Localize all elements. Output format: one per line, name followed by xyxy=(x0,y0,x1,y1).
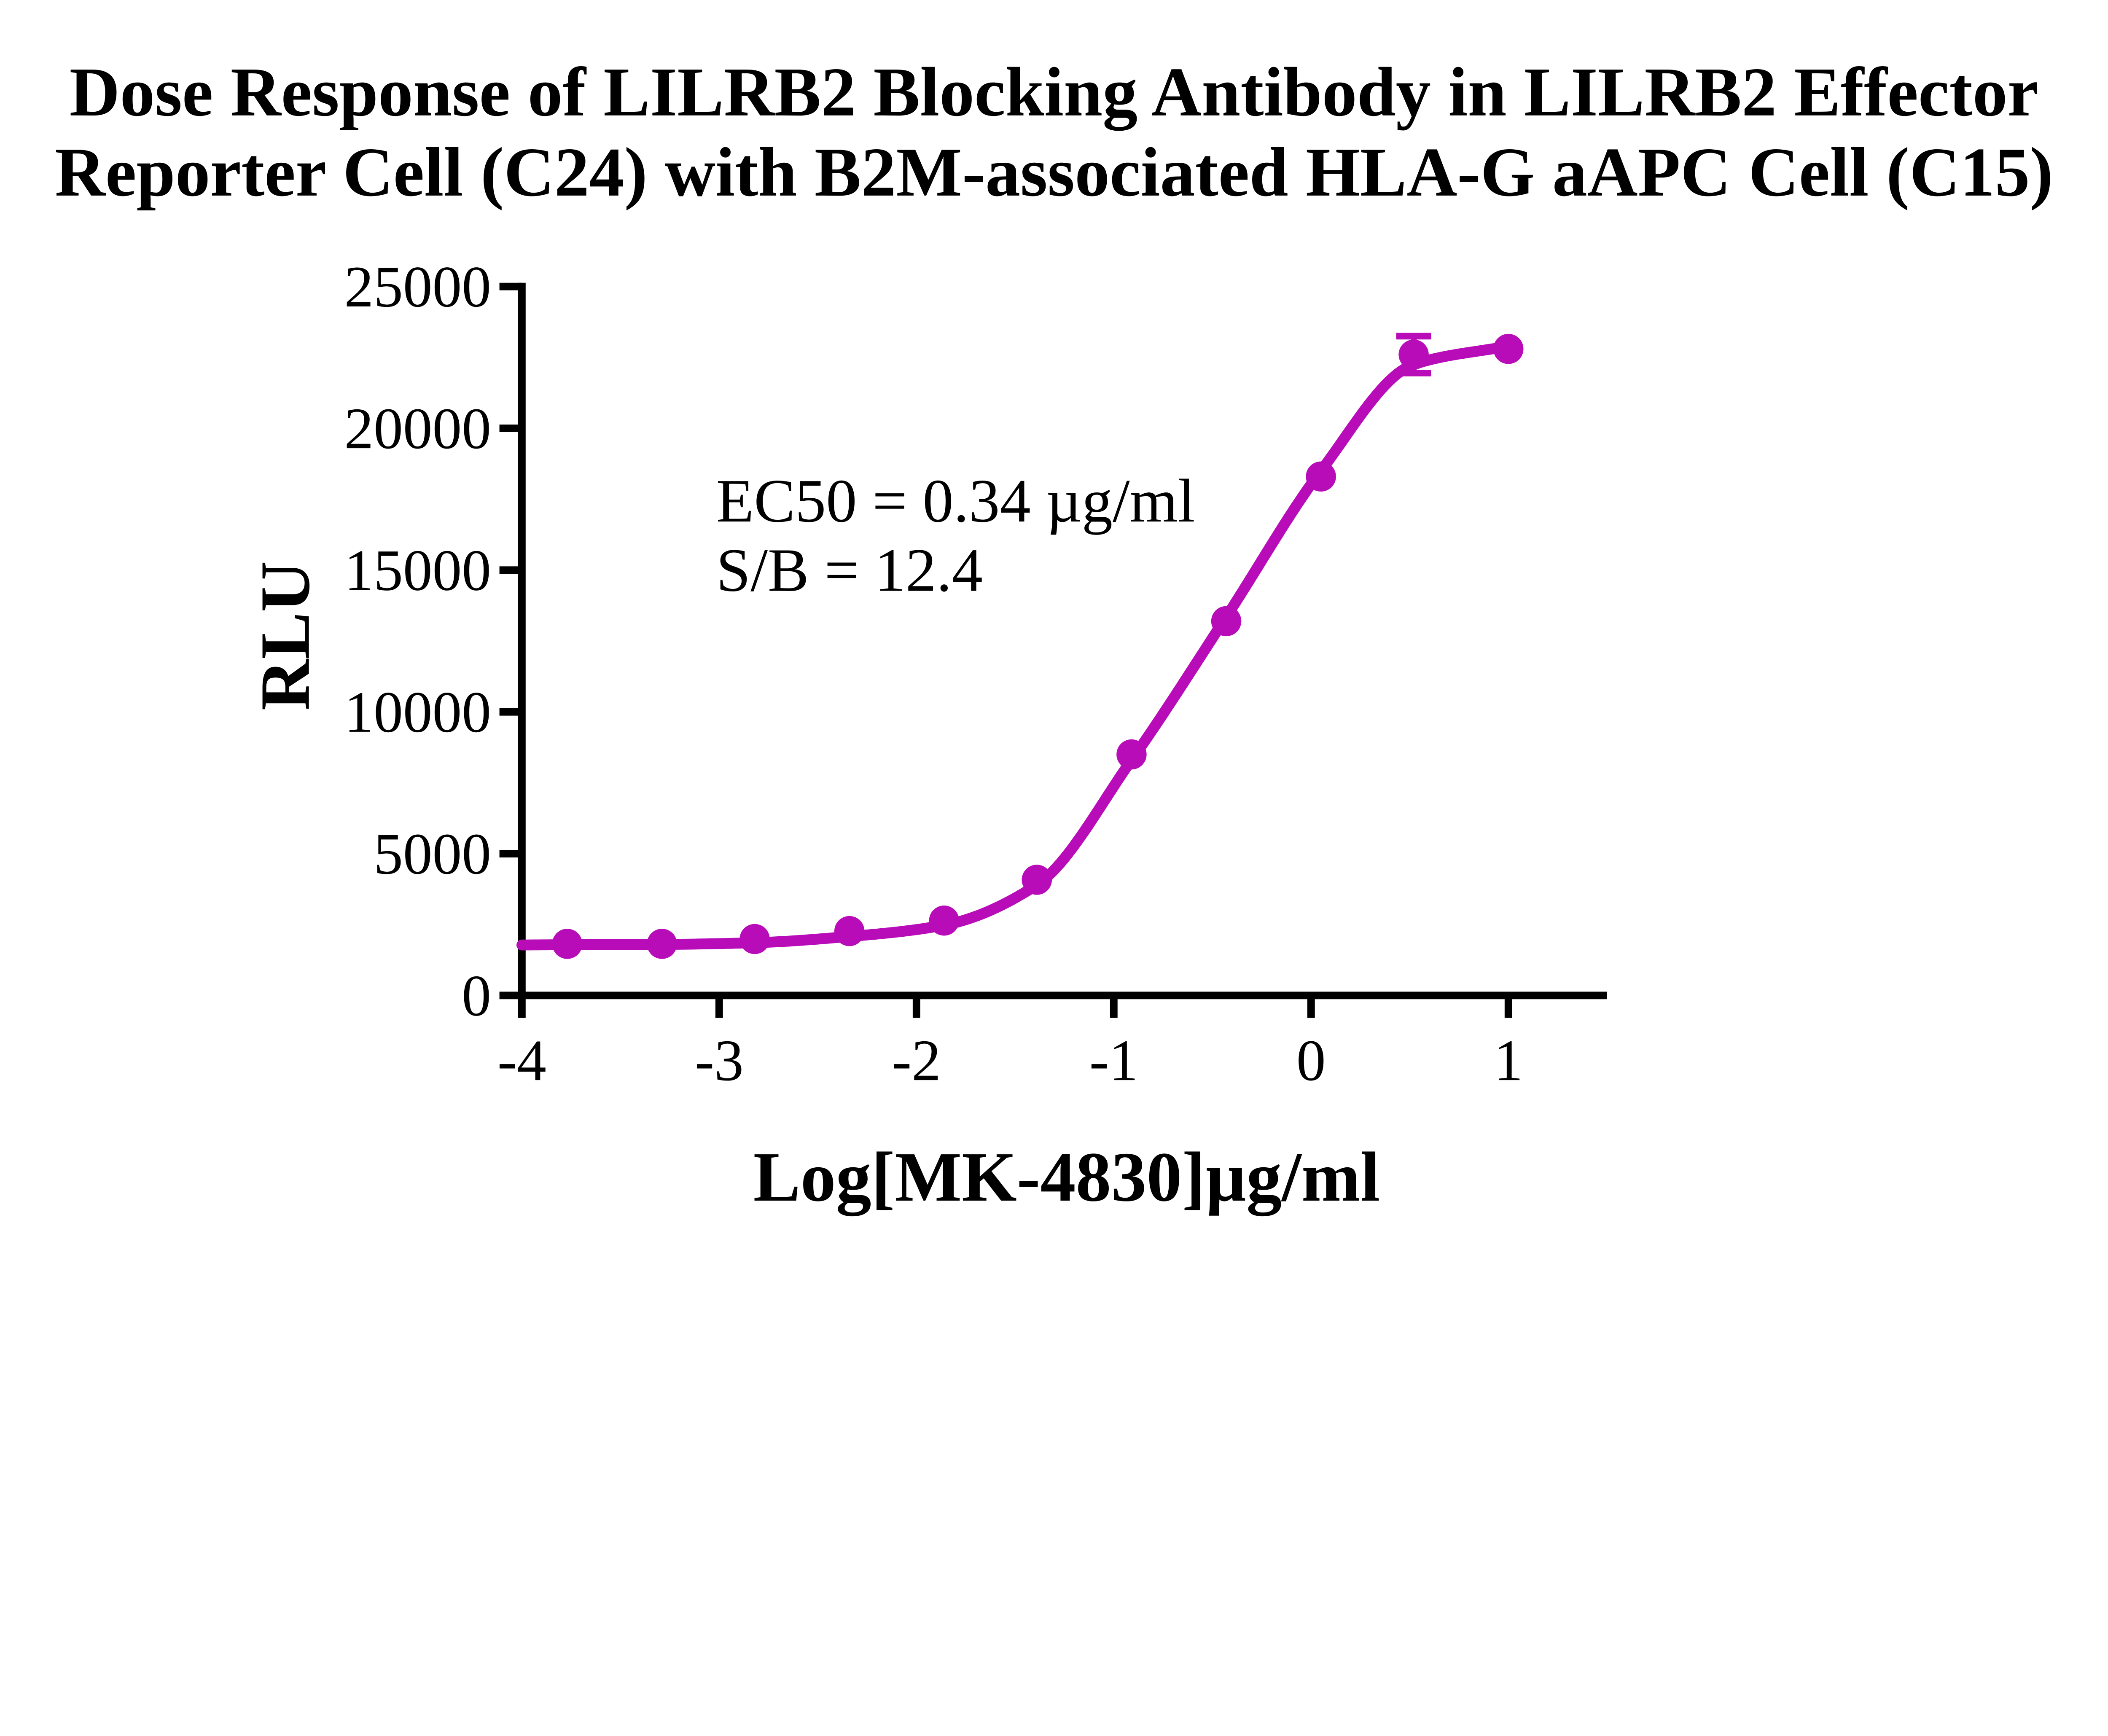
data-point-marker xyxy=(1306,461,1336,492)
x-tick-label: 0 xyxy=(1296,1028,1326,1093)
signal-background-annotation: S/B = 12.4 xyxy=(716,536,983,605)
data-point-marker xyxy=(647,929,677,959)
y-axis-title: RLU xyxy=(246,561,325,711)
data-point-marker xyxy=(1116,739,1147,770)
tick-labels: 0 5000 10000 15000 20000 25000 -4 -3 -2 -1 0 1 xyxy=(344,255,1523,1093)
x-tick-label: -3 xyxy=(695,1028,744,1093)
y-tick-label: 15000 xyxy=(344,538,491,603)
y-tick-label: 5000 xyxy=(374,822,491,887)
dose-response-figure: Dose Response of LILRB2 Blocking Antibod… xyxy=(55,53,2053,1217)
y-tick-label: 10000 xyxy=(344,680,491,745)
data-point-marker xyxy=(929,906,960,936)
y-tick-label: 20000 xyxy=(344,396,491,461)
dose-response-curve xyxy=(516,341,1514,951)
y-tick-label: 0 xyxy=(462,964,491,1029)
data-point-marker xyxy=(1398,339,1429,370)
x-tick-label: -2 xyxy=(892,1028,941,1093)
x-tick-label: -1 xyxy=(1089,1028,1138,1093)
ec50-annotation: EC50 = 0.34 µg/ml xyxy=(716,466,1195,535)
chart-title-line-2: Reporter Cell (C24) with B2M-associated … xyxy=(55,133,2053,211)
data-points xyxy=(552,333,1524,959)
chart-title-line-1: Dose Response of LILRB2 Blocking Antibod… xyxy=(70,53,2039,131)
x-tick-label: -4 xyxy=(497,1028,546,1093)
y-tick-label: 25000 xyxy=(344,255,491,320)
dose-response-chart: Dose Response of LILRB2 Blocking Antibod… xyxy=(55,53,2053,1216)
data-point-marker xyxy=(834,916,865,946)
x-axis-title: Log[MK-4830]µg/ml xyxy=(753,1138,1380,1216)
axes xyxy=(499,282,1607,1018)
fit-curve xyxy=(516,341,1514,951)
data-point-marker xyxy=(1493,333,1524,364)
data-point-marker xyxy=(1211,606,1242,637)
x-tick-label: 1 xyxy=(1494,1028,1523,1093)
data-point-marker xyxy=(552,929,583,959)
data-point-marker xyxy=(1022,865,1052,895)
data-point-marker xyxy=(739,924,770,954)
